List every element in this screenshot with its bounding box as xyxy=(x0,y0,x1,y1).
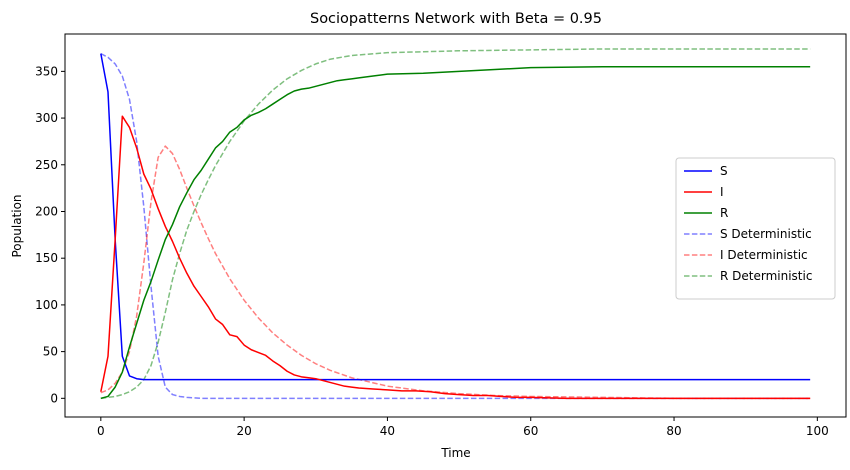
plot-lines xyxy=(100,48,811,400)
plot-frame xyxy=(64,33,847,418)
chart-title: Sociopatterns Network with Beta = 0.95 xyxy=(310,11,602,27)
series-line-r-deterministic xyxy=(100,48,811,400)
legend-label: I xyxy=(720,185,724,199)
y-tick-label: 200 xyxy=(35,204,58,218)
y-tick-label: 50 xyxy=(43,345,58,359)
x-axis-label: Time xyxy=(440,446,470,460)
x-tick-label: 40 xyxy=(380,424,395,438)
series-line-r xyxy=(100,65,811,400)
x-tick-label: 20 xyxy=(236,424,251,438)
series-line-i-deterministic xyxy=(100,145,811,400)
y-tick-label: 150 xyxy=(35,251,58,265)
x-tick-label: 100 xyxy=(806,424,829,438)
y-tick-label: 300 xyxy=(35,111,58,125)
legend-label: R xyxy=(720,206,728,220)
legend: SIR S Deterministic I Deterministic R Deter… xyxy=(675,157,836,300)
y-axis-ticks: 0 50 100 150 200 250 300 350 xyxy=(35,64,65,405)
x-tick-label: 0 xyxy=(97,424,105,438)
x-tick-label: 80 xyxy=(666,424,681,438)
series-line-i xyxy=(100,115,811,400)
y-tick-label: 0 xyxy=(50,391,58,405)
series-line-s-deterministic xyxy=(100,52,811,400)
legend-label: R Deterministic xyxy=(720,269,812,283)
legend-label: S xyxy=(720,164,728,178)
x-tick-label: 60 xyxy=(523,424,538,438)
y-tick-label: 350 xyxy=(35,64,58,78)
x-axis-ticks: 0 20 40 60 80 100 xyxy=(97,417,829,438)
y-axis-label: Population xyxy=(10,194,24,257)
legend-label: S Deterministic xyxy=(720,227,812,241)
y-tick-label: 100 xyxy=(35,298,58,312)
y-tick-label: 250 xyxy=(35,158,58,172)
legend-box xyxy=(675,157,836,300)
legend-label: I Deterministic xyxy=(720,248,808,262)
